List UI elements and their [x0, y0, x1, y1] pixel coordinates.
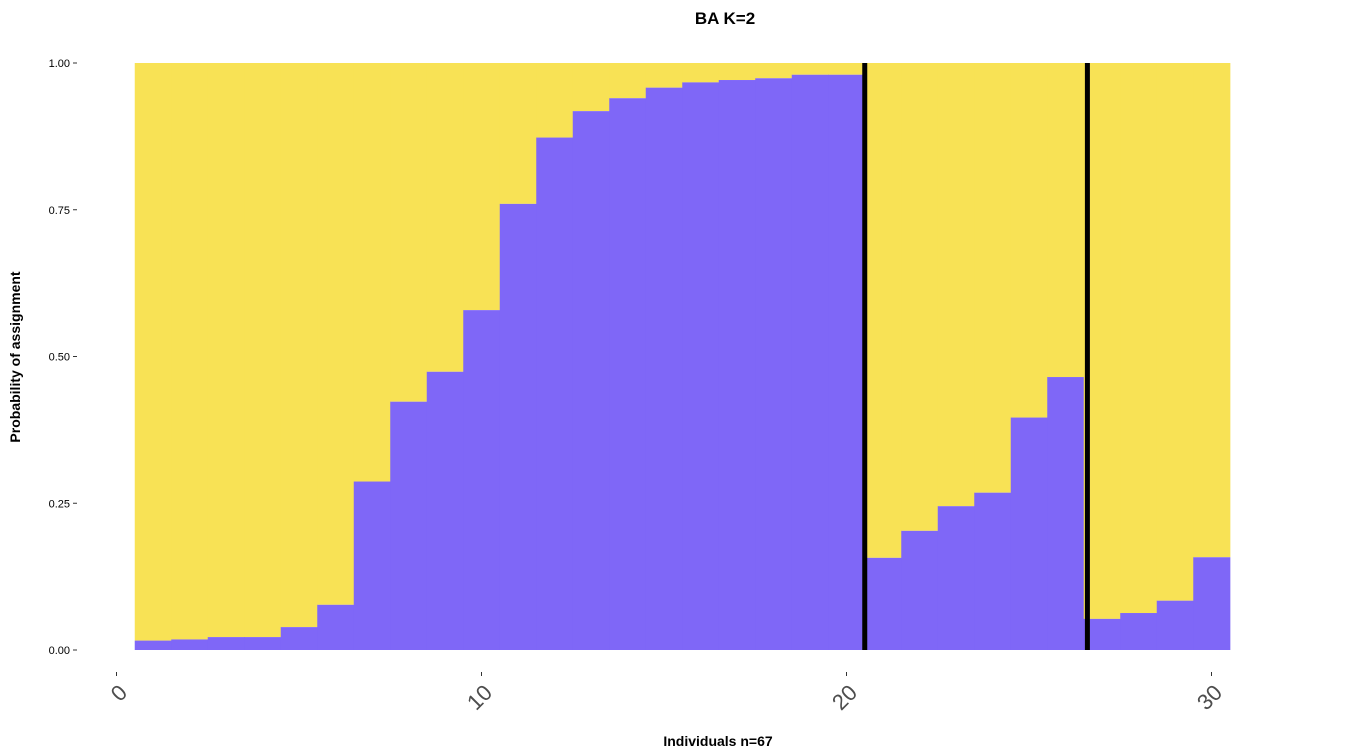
x-axis: 0 10 20 30 [106, 672, 1227, 715]
bar-cluster2 [901, 63, 939, 531]
bar-cluster1 [499, 203, 537, 650]
bar-cluster2 [645, 63, 683, 88]
bar-cluster2 [937, 63, 975, 507]
bar-cluster1 [390, 401, 428, 650]
bar-cluster2 [828, 63, 866, 75]
bar-cluster1 [353, 481, 391, 650]
y-tick-label: 1.00 [49, 58, 70, 70]
bar-cluster2 [1120, 63, 1158, 614]
x-tick-label: 0 [106, 680, 132, 706]
bar-cluster1 [280, 627, 318, 650]
bar-cluster1 [828, 74, 866, 651]
bar-cluster1 [1156, 600, 1194, 650]
y-tick-label: 0.75 [49, 205, 70, 217]
bar-cluster2 [171, 63, 209, 640]
y-axis: 0.00 0.25 0.50 0.75 1.00 [49, 58, 77, 657]
bar-cluster1 [244, 637, 282, 650]
bar-cluster1 [1083, 618, 1121, 650]
bar-cluster2 [974, 63, 1012, 493]
bar-cluster2 [609, 63, 647, 99]
bar-cluster1 [536, 137, 574, 650]
bar-cluster1 [1193, 557, 1231, 650]
bar-cluster1 [463, 310, 501, 650]
x-axis-title: Individuals n=67 [663, 733, 773, 749]
bar-cluster2 [1156, 63, 1194, 601]
bar-cluster2 [499, 63, 537, 204]
bar-cluster1 [755, 78, 793, 650]
bar-cluster1 [974, 492, 1012, 650]
bar-cluster2 [1047, 63, 1085, 378]
bar-cluster2 [390, 63, 428, 402]
bar-cluster2 [755, 63, 793, 79]
bar-cluster1 [1120, 613, 1158, 650]
group-boundaries [862, 63, 1090, 650]
bar-cluster1 [937, 506, 975, 650]
bar-cluster1 [791, 74, 829, 651]
bar-cluster2 [1193, 63, 1231, 558]
bar-cluster1 [171, 639, 209, 650]
bar-cluster2 [317, 63, 355, 605]
y-tick-label: 0.25 [49, 498, 70, 510]
bar-cluster1 [718, 80, 756, 650]
y-tick-label: 0.50 [49, 352, 70, 364]
bar-cluster1 [864, 557, 902, 650]
bar-cluster1 [207, 637, 245, 650]
bar-cluster2 [718, 63, 756, 81]
y-axis-title: Probability of assignment [7, 271, 23, 442]
bar-cluster2 [864, 63, 902, 558]
bar-cluster2 [536, 63, 574, 138]
bar-cluster1 [426, 371, 464, 650]
bar-cluster1 [317, 604, 355, 650]
bar-cluster1 [572, 111, 610, 650]
bar-cluster2 [791, 63, 829, 75]
bar-cluster2 [1083, 63, 1121, 619]
bar-cluster2 [207, 63, 245, 638]
chart-title: BA K=2 [695, 9, 755, 28]
bar-cluster1 [682, 82, 720, 651]
bar-cluster1 [645, 87, 683, 651]
bars-group [134, 63, 1231, 651]
bar-cluster1 [134, 640, 172, 650]
x-tick-label: 20 [827, 680, 862, 715]
bar-cluster2 [353, 63, 391, 482]
bar-cluster2 [682, 63, 720, 83]
bar-cluster2 [244, 63, 282, 638]
bar-cluster2 [463, 63, 501, 311]
bar-cluster2 [280, 63, 318, 628]
bar-cluster1 [901, 530, 939, 650]
bar-cluster1 [1010, 417, 1048, 650]
bar-cluster1 [1047, 377, 1085, 650]
bar-cluster2 [572, 63, 610, 112]
y-tick-label: 0.00 [49, 645, 70, 657]
bar-cluster1 [609, 98, 647, 651]
x-tick-label: 30 [1192, 680, 1227, 715]
bar-cluster2 [426, 63, 464, 372]
bar-cluster2 [1010, 63, 1048, 418]
x-tick-label: 10 [462, 680, 497, 715]
bar-cluster2 [134, 63, 172, 641]
